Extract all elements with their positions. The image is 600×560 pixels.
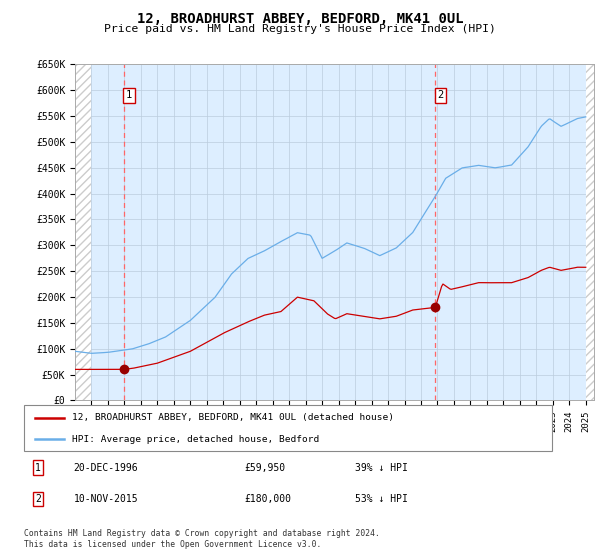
Text: 1: 1 bbox=[35, 463, 41, 473]
Text: 39% ↓ HPI: 39% ↓ HPI bbox=[355, 463, 408, 473]
Text: 20-DEC-1996: 20-DEC-1996 bbox=[74, 463, 139, 473]
Text: £180,000: £180,000 bbox=[245, 494, 292, 504]
Text: £59,950: £59,950 bbox=[245, 463, 286, 473]
Text: 12, BROADHURST ABBEY, BEDFORD, MK41 0UL: 12, BROADHURST ABBEY, BEDFORD, MK41 0UL bbox=[137, 12, 463, 26]
Text: 2: 2 bbox=[35, 494, 41, 504]
Text: 2: 2 bbox=[437, 90, 443, 100]
Text: 12, BROADHURST ABBEY, BEDFORD, MK41 0UL (detached house): 12, BROADHURST ABBEY, BEDFORD, MK41 0UL … bbox=[71, 413, 394, 422]
Text: Contains HM Land Registry data © Crown copyright and database right 2024.
This d: Contains HM Land Registry data © Crown c… bbox=[24, 529, 380, 549]
Text: Price paid vs. HM Land Registry's House Price Index (HPI): Price paid vs. HM Land Registry's House … bbox=[104, 24, 496, 34]
Text: 53% ↓ HPI: 53% ↓ HPI bbox=[355, 494, 408, 504]
Text: 10-NOV-2015: 10-NOV-2015 bbox=[74, 494, 139, 504]
FancyBboxPatch shape bbox=[24, 405, 552, 451]
Bar bbox=[586, 64, 596, 400]
Bar bbox=[75, 64, 91, 400]
Text: 1: 1 bbox=[126, 90, 132, 100]
Text: HPI: Average price, detached house, Bedford: HPI: Average price, detached house, Bedf… bbox=[71, 435, 319, 444]
